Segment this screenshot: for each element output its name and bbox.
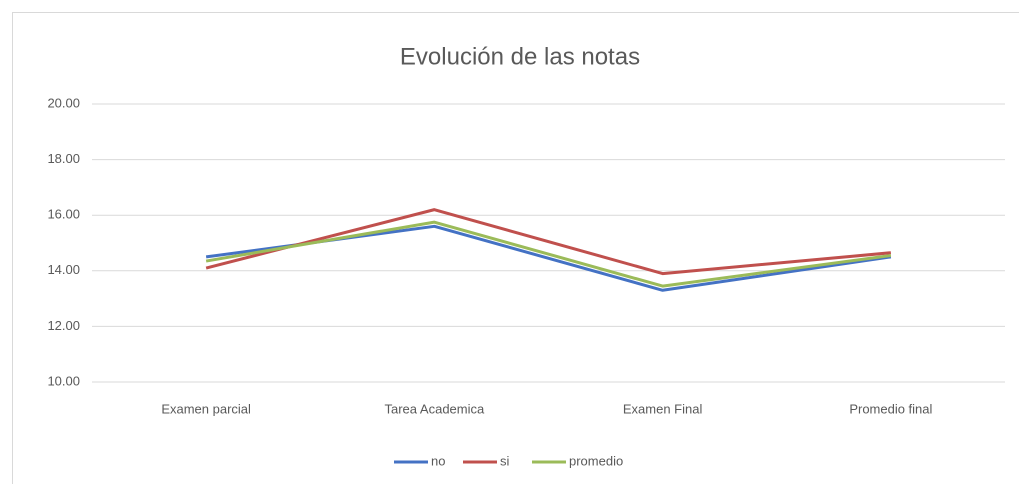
chart-title: Evolución de las notas <box>400 43 640 70</box>
legend-label: promedio <box>569 453 623 468</box>
y-tick-label: 10.00 <box>47 373 80 388</box>
line-series <box>205 220 892 288</box>
y-tick-label: 20.00 <box>47 95 80 110</box>
y-tick-label: 14.00 <box>47 262 80 277</box>
x-tick-label: Tarea Academica <box>385 401 485 416</box>
y-tick-label: 12.00 <box>47 318 80 333</box>
legend-label: si <box>500 453 510 468</box>
line-series <box>205 208 892 276</box>
legend-label: no <box>431 453 445 468</box>
y-tick-label: 18.00 <box>47 151 80 166</box>
x-tick-label: Examen parcial <box>161 401 251 416</box>
x-tick-label: Promedio final <box>849 401 932 416</box>
y-tick-label: 16.00 <box>47 207 80 222</box>
x-tick-label: Examen Final <box>623 401 703 416</box>
